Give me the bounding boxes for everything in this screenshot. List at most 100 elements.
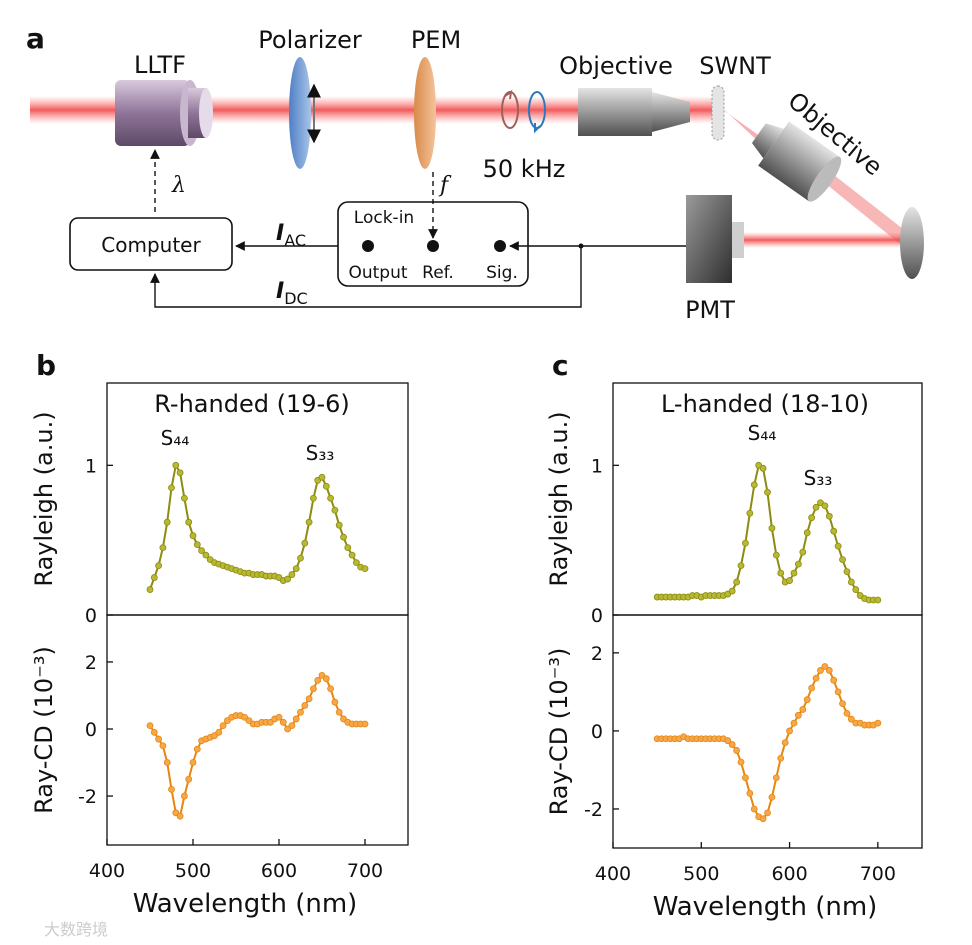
data-point: [817, 667, 824, 674]
data-point: [874, 596, 882, 604]
y-tick-label: 0: [85, 605, 97, 627]
x-tick-label: 600: [261, 860, 297, 882]
data-point: [808, 514, 816, 522]
objective: [578, 88, 690, 136]
data-point: [795, 560, 802, 568]
data-point: [750, 805, 758, 813]
data-point: [279, 718, 287, 726]
laser-beam: [815, 168, 912, 244]
y-tick-label: 2: [85, 652, 97, 674]
data-point: [309, 685, 317, 693]
laser-beam: [736, 232, 906, 248]
data-point: [335, 708, 343, 716]
data-point: [790, 569, 798, 577]
chart-title: R-handed (19-6): [154, 390, 350, 418]
swnt-sample: [711, 85, 725, 141]
data-point: [847, 715, 855, 723]
data-point: [189, 759, 197, 766]
data-point: [288, 571, 296, 578]
iac-label: IAC: [276, 221, 306, 250]
data-point: [750, 481, 758, 489]
data-point: [185, 775, 193, 783]
data-point: [759, 815, 767, 823]
data-point: [348, 551, 356, 559]
swnt-label: SWNT: [699, 52, 771, 80]
rotation-arrow: [534, 123, 541, 134]
output-label: Output: [348, 263, 407, 283]
data-point: [361, 565, 369, 572]
x-tick-label: 500: [683, 863, 719, 885]
spectra: 0 1 Rayleigh (a.u.) b R-handed (19-6) S₄₄ S₃₃ -…: [30, 349, 923, 922]
panel-label: a: [26, 22, 45, 55]
pem: [414, 57, 436, 169]
data-point: [185, 518, 193, 526]
dc-line: [150, 246, 582, 308]
peak-annotation: S₄₄: [748, 421, 777, 445]
data-point: [742, 539, 749, 547]
data-point: [795, 711, 802, 719]
data-point: [733, 578, 740, 586]
data-point: [176, 469, 184, 477]
y-axis-label: Rayleigh (a.u.): [545, 411, 573, 586]
data-point: [768, 524, 776, 532]
sig-label: Sig.: [486, 263, 518, 283]
lockin-label: Lock-in: [354, 208, 414, 228]
mirror: [900, 207, 924, 279]
polarizer: [289, 57, 311, 169]
data-point: [155, 562, 163, 570]
y-tick-label: 1: [591, 455, 603, 477]
data-point: [764, 488, 771, 496]
watermark: 大数跨境: [44, 920, 108, 939]
data-point: [193, 745, 201, 753]
data-point: [834, 542, 842, 550]
x-axis-label: Wavelength (nm): [133, 889, 358, 919]
data-point: [361, 720, 369, 728]
data-point: [759, 464, 767, 472]
data-point: [746, 509, 754, 517]
data-point: [839, 556, 846, 564]
data-point: [808, 684, 816, 692]
data-point: [825, 667, 833, 674]
data-point: [781, 739, 789, 747]
data-point: [327, 494, 335, 502]
lambda-label: λ: [171, 173, 186, 198]
freq-label: f: [438, 173, 452, 198]
data-line: [657, 665, 879, 820]
data-point: [297, 708, 304, 716]
y-axis-label: Ray-CD (10⁻³): [30, 646, 58, 814]
computer-label: Computer: [101, 233, 201, 257]
computer-box: [69, 217, 233, 271]
data-point: [159, 742, 167, 750]
data-point: [322, 675, 330, 683]
y-tick-label: 2: [591, 643, 603, 665]
idc-label: IDC: [276, 279, 308, 308]
data-point: [772, 774, 780, 782]
data-point: [724, 737, 732, 745]
y-axis-label: Ray-CD (10⁻³): [545, 648, 573, 816]
data-point: [180, 792, 188, 800]
x-tick-label: 700: [860, 863, 896, 885]
chart-title: L-handed (18-10): [661, 390, 869, 418]
data-point: [812, 503, 820, 511]
data-point: [874, 719, 882, 727]
data-point: [352, 559, 360, 567]
data-point: [155, 735, 163, 743]
data-point: [301, 702, 309, 709]
y-tick-label: 0: [85, 719, 97, 741]
data-point: [176, 812, 184, 820]
data-point: [159, 544, 167, 552]
data-point: [733, 747, 740, 754]
data-point: [189, 532, 197, 540]
symbol: I: [276, 279, 284, 304]
y-tick-label: 0: [591, 721, 603, 743]
data-point: [737, 562, 745, 570]
x-axis-label: Wavelength (nm): [653, 892, 878, 922]
data-point: [305, 518, 313, 526]
data-line: [657, 463, 878, 601]
data-point: [830, 527, 838, 535]
data-point: [292, 715, 300, 723]
symbol: I: [276, 221, 284, 246]
data-point: [821, 502, 829, 510]
data-point: [331, 506, 339, 514]
